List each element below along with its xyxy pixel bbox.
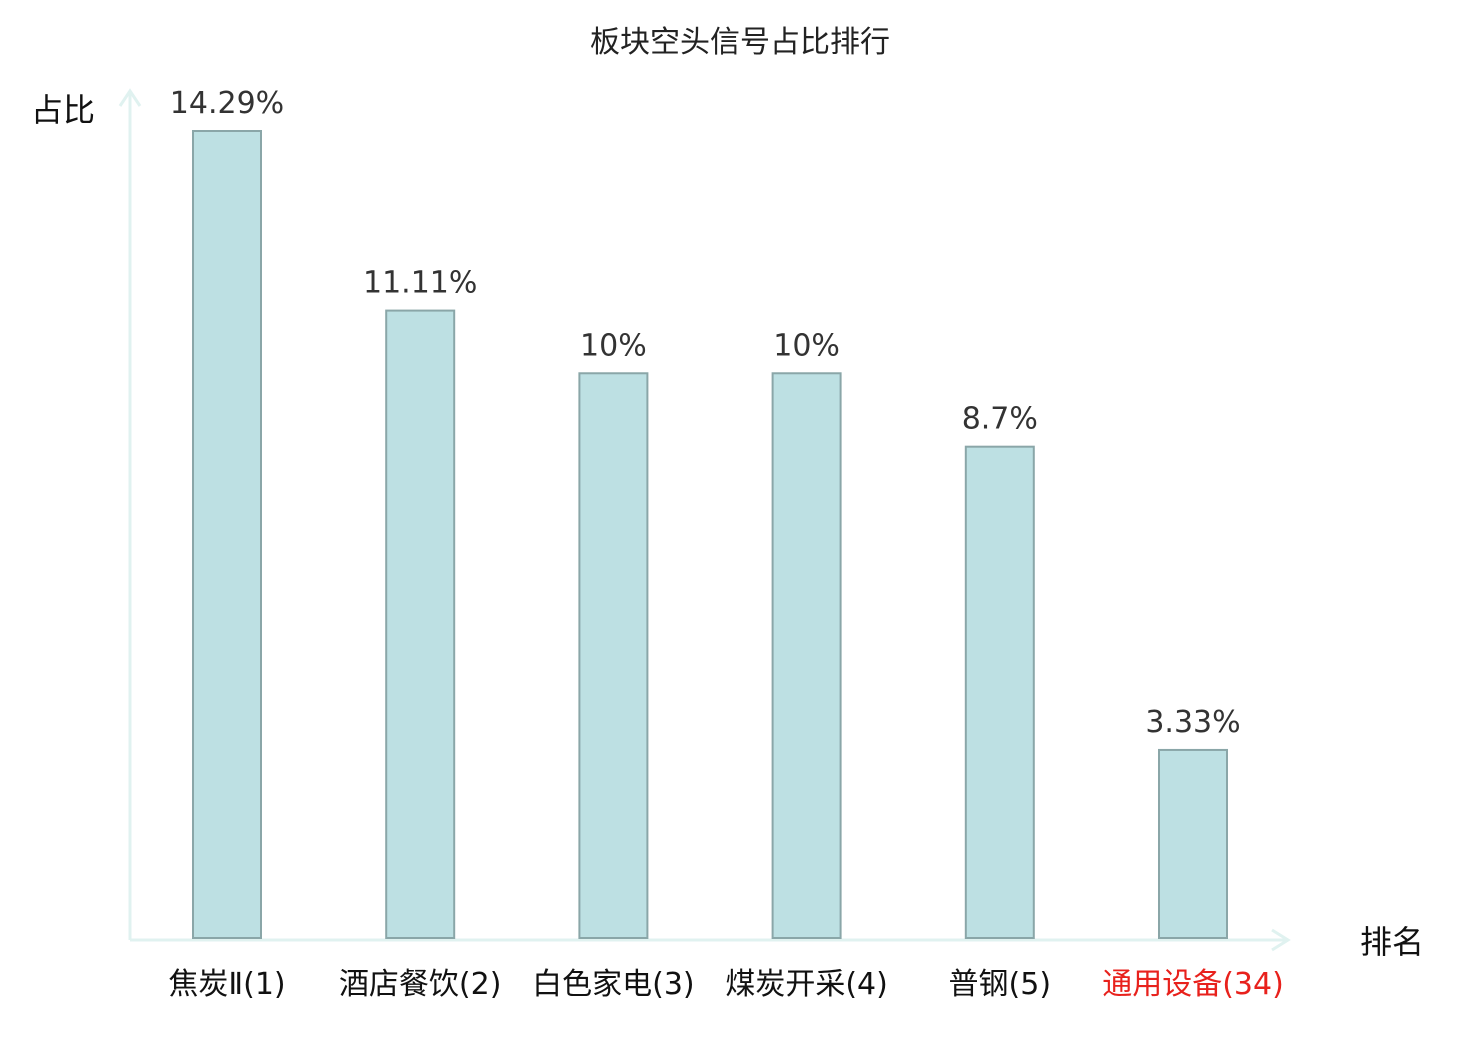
category-label-1: 焦炭Ⅱ(1)	[168, 967, 285, 1002]
chart-title: 板块空头信号占比排行	[590, 25, 890, 60]
bar-4	[771, 372, 842, 939]
value-label-3: 10%	[580, 328, 647, 363]
y-axis-arrow	[118, 88, 142, 107]
category-label-6: 通用设备(34)	[1102, 967, 1284, 1002]
category-label-3: 白色家电(3)	[532, 967, 695, 1002]
category-label-2: 酒店餐饮(2)	[339, 967, 502, 1002]
bar-1	[192, 130, 262, 939]
bars-group: 14.29% 焦炭Ⅱ(1) 11.11% 酒店餐饮(2) 10% 白色家电(3) 10% 煤炭…	[168, 86, 1283, 1002]
value-label-4: 10%	[773, 328, 840, 363]
category-label-4: 煤炭开采(4)	[725, 967, 888, 1002]
bar-2	[385, 309, 456, 939]
x-axis-label: 排名	[1360, 923, 1424, 961]
value-label-2: 11.11%	[363, 266, 477, 301]
value-label-1: 14.29%	[170, 86, 284, 121]
value-label-5: 8.7%	[962, 402, 1038, 437]
value-label-6: 3.33%	[1145, 705, 1240, 740]
category-label-5: 普钢(5)	[949, 967, 1052, 1002]
axes	[118, 88, 1291, 952]
x-axis-arrow	[1271, 928, 1291, 952]
bar-3	[578, 372, 649, 939]
y-axis-label: 占比	[31, 91, 95, 129]
bar-5	[964, 445, 1035, 939]
bar-6	[1158, 748, 1228, 939]
